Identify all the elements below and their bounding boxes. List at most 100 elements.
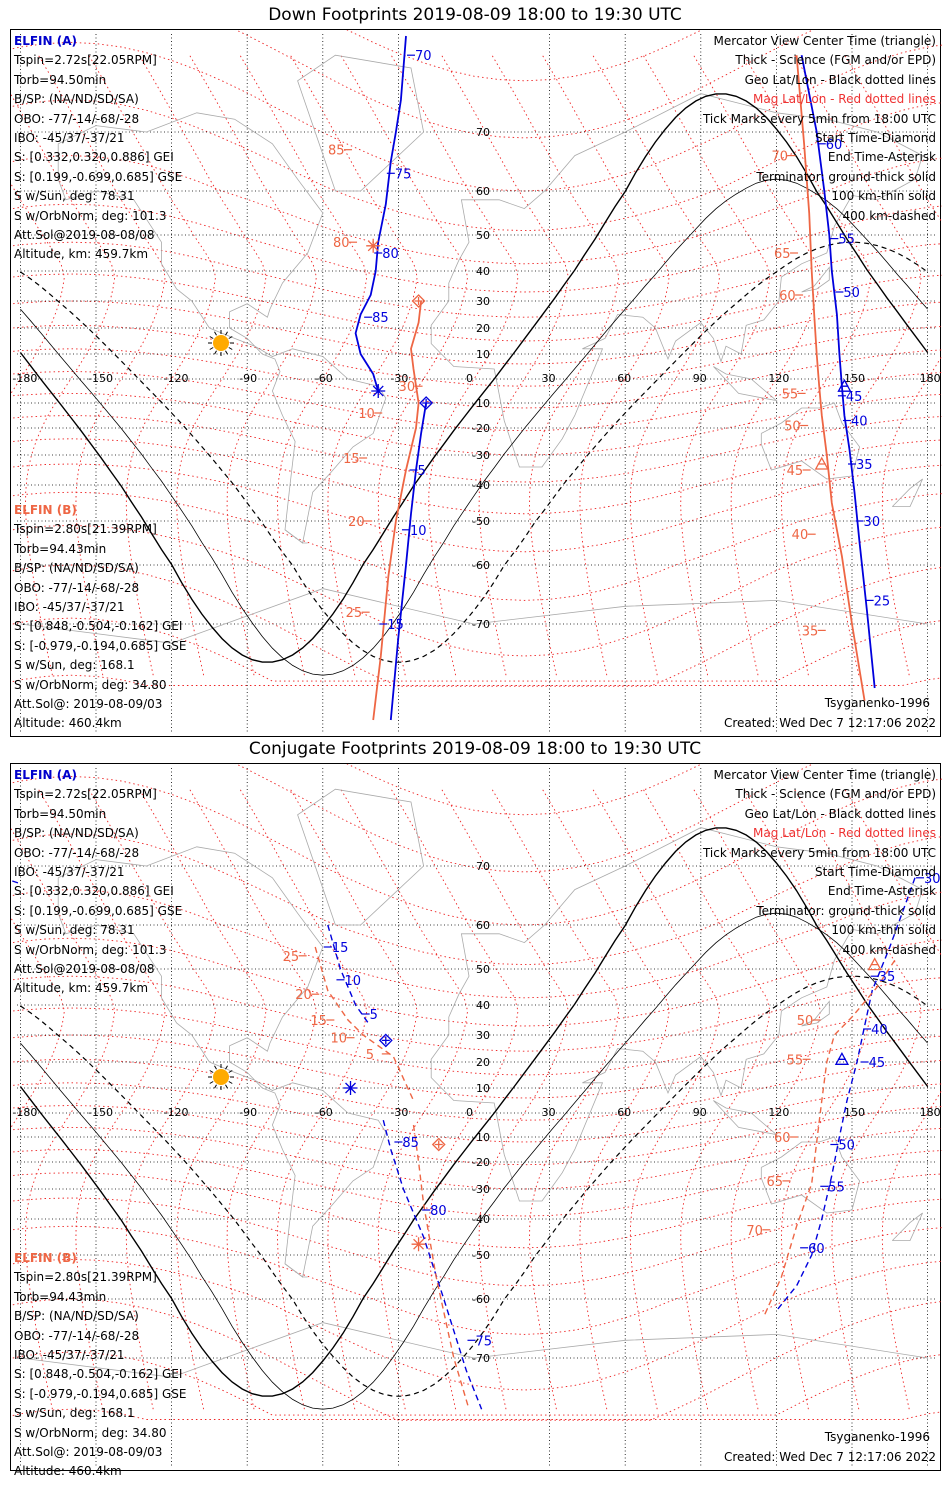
lon-tick-label: -150 bbox=[88, 372, 113, 385]
end-asterisk-a bbox=[371, 384, 386, 398]
elfin-a-line: S: [0.199,-0.699,0.685] GSE bbox=[14, 903, 183, 918]
elfin-a-tick-label: 30 bbox=[924, 872, 941, 887]
elfin-a-track bbox=[354, 35, 407, 392]
satellite-tracks bbox=[354, 35, 876, 721]
elfin-a-line: OBO: -77/-14/-68/-28 bbox=[14, 845, 140, 860]
sun-ray bbox=[209, 1070, 214, 1073]
elfin-b-line: S w/OrbNorm, deg: 34.80 bbox=[14, 1425, 167, 1440]
elfin-b-track bbox=[763, 959, 896, 1317]
mag-lon-line bbox=[491, 54, 620, 676]
legend: Mercator View Center Time (triangle) Thic… bbox=[703, 766, 936, 960]
mag-lon-line bbox=[390, 54, 519, 676]
elfin-b-tick-label: 55 bbox=[787, 1053, 804, 1068]
sun-ray bbox=[225, 331, 228, 336]
map-canvas-down: -180 -150 -120 -90 -60 -30 0 30 60 90 120 150 180 70 6… bbox=[11, 30, 942, 734]
sun-ray bbox=[228, 1081, 233, 1084]
elfin-b-tick-label: 60 bbox=[779, 289, 796, 304]
elfin-a-tick-label: 60 bbox=[808, 1242, 825, 1257]
lat-tick-label: 50 bbox=[476, 229, 490, 242]
elfin-b-tick-label: 70 bbox=[746, 1224, 763, 1239]
legend-line: Terminator: ground-thick solid bbox=[756, 169, 936, 184]
lon-tick-label: 60 bbox=[617, 372, 631, 385]
elfin-b-tick-label: 60 bbox=[774, 1131, 791, 1146]
lat-tick-label: -60 bbox=[472, 1293, 490, 1306]
lon-tick-label: 0 bbox=[466, 1106, 473, 1119]
geo-grid bbox=[17, 34, 936, 734]
elfin-b-line: S w/Sun, deg: 168.1 bbox=[14, 1406, 135, 1421]
mag-lat-line bbox=[235, 764, 814, 873]
elfin-b-line: B/SP: (NA/ND/SD/SA) bbox=[14, 1309, 139, 1324]
sun-ray bbox=[214, 331, 217, 336]
lat-tick-label: 20 bbox=[476, 322, 490, 335]
satellite-tracks bbox=[11, 877, 916, 1410]
lon-tick-label: -180 bbox=[12, 1106, 37, 1119]
markers bbox=[343, 957, 882, 1252]
terminator-400km bbox=[20, 975, 928, 1397]
legend-line: Thick - Science (FGM and/or EPD) bbox=[735, 53, 936, 68]
elfin-a-tick-label: 75 bbox=[475, 1334, 492, 1349]
elfin-a-line: Att.Sol@2019-08-08/08 bbox=[14, 228, 155, 243]
sun-ray bbox=[214, 1065, 217, 1070]
elfin-a-tick-label: 5 bbox=[418, 464, 426, 479]
mag-lat-line bbox=[11, 1351, 942, 1416]
elfin-b-line: Att.Sol@: 2019-08-09/03 bbox=[14, 697, 163, 712]
terminator-ground bbox=[19, 93, 929, 663]
lon-tick-label: -30 bbox=[390, 1106, 408, 1119]
lat-tick-label: -10 bbox=[472, 1131, 490, 1144]
mag-lat-line bbox=[11, 564, 942, 687]
elfin-a-line: B/SP: (NA/ND/SD/SA) bbox=[14, 826, 139, 841]
lat-tick-label: 10 bbox=[476, 348, 490, 361]
elfin-b-tick-label: 50 bbox=[784, 420, 801, 435]
markers bbox=[366, 238, 852, 470]
lat-tick-label: -50 bbox=[472, 1249, 490, 1262]
elfin-b-tick-label: 25 bbox=[346, 606, 363, 621]
lat-tick-label: -40 bbox=[472, 479, 490, 492]
lon-tick-label: 120 bbox=[768, 1106, 789, 1119]
mag-lat-line bbox=[11, 1082, 942, 1143]
elfin-b-line: Altitude: 460.4km bbox=[14, 1464, 122, 1479]
elfin-b-line: ELFIN (B) bbox=[14, 503, 77, 517]
lat-tick-label: 40 bbox=[476, 999, 490, 1012]
terminator-ground bbox=[19, 827, 929, 1397]
elfin-b-line: S w/Sun, deg: 168.1 bbox=[14, 658, 135, 673]
lon-tick-label: 150 bbox=[844, 1106, 865, 1119]
legend-line: Start Time-Diamond bbox=[814, 865, 936, 880]
lon-tick-label: 180 bbox=[920, 372, 941, 385]
elfin-a-tick-label: 85 bbox=[372, 311, 389, 326]
center-triangle-b bbox=[867, 957, 882, 971]
geo-grid bbox=[17, 768, 936, 1468]
mag-lat-line bbox=[11, 241, 942, 318]
lat-tick-label: -70 bbox=[472, 1352, 490, 1365]
coastlines bbox=[20, 788, 928, 1378]
sun-ray bbox=[225, 1084, 228, 1089]
elfin-b-track bbox=[314, 946, 415, 1101]
elfin-b-tick-label: 85 bbox=[328, 144, 345, 159]
elfin-a-info: ELFIN (A) Tspin=2.72s[22.05RPM] Torb=94.50… bbox=[14, 766, 182, 999]
elfin-b-tick-label: 65 bbox=[766, 1175, 783, 1190]
mag-lon-line bbox=[592, 788, 721, 1410]
title-down: Down Footprints 2019-08-09 18:00 to 19:3… bbox=[268, 5, 682, 25]
legend-line: Geo Lat/Lon - Black dotted lines bbox=[744, 72, 936, 87]
elfin-a-line: Torb=94.50min bbox=[14, 72, 107, 87]
mag-lat-line bbox=[11, 348, 942, 409]
lon-tick-label: -90 bbox=[239, 1106, 257, 1119]
model-label: Tsyganenko-1996 bbox=[824, 1430, 930, 1444]
lon-tick-label: -150 bbox=[88, 1106, 113, 1119]
elfin-a-tick-label: 85 bbox=[402, 1136, 419, 1151]
mag-lat-line bbox=[11, 1105, 942, 1166]
lon-tick-label: -60 bbox=[315, 1106, 333, 1119]
elfin-a-track bbox=[775, 877, 916, 1312]
lat-tick-label: -10 bbox=[472, 397, 490, 410]
sun-disc bbox=[213, 335, 229, 351]
center-triangle-b bbox=[814, 456, 829, 470]
terminator-400km bbox=[20, 241, 928, 663]
elfin-b-tick-label: 70 bbox=[772, 150, 789, 165]
lat-tick-label: -20 bbox=[472, 422, 490, 435]
lon-tick-label: 0 bbox=[466, 372, 473, 385]
elfin-b-line: S: [0.848,-0.504,-0.162] GEI bbox=[14, 619, 183, 634]
lon-tick-label: 30 bbox=[542, 372, 556, 385]
mag-lon-line bbox=[239, 54, 368, 676]
elfin-a-line: S w/Sun, deg: 78.31 bbox=[14, 189, 135, 204]
elfin-a-tick-label: 75 bbox=[395, 167, 412, 182]
elfin-a-tick-label: 45 bbox=[869, 1056, 886, 1071]
